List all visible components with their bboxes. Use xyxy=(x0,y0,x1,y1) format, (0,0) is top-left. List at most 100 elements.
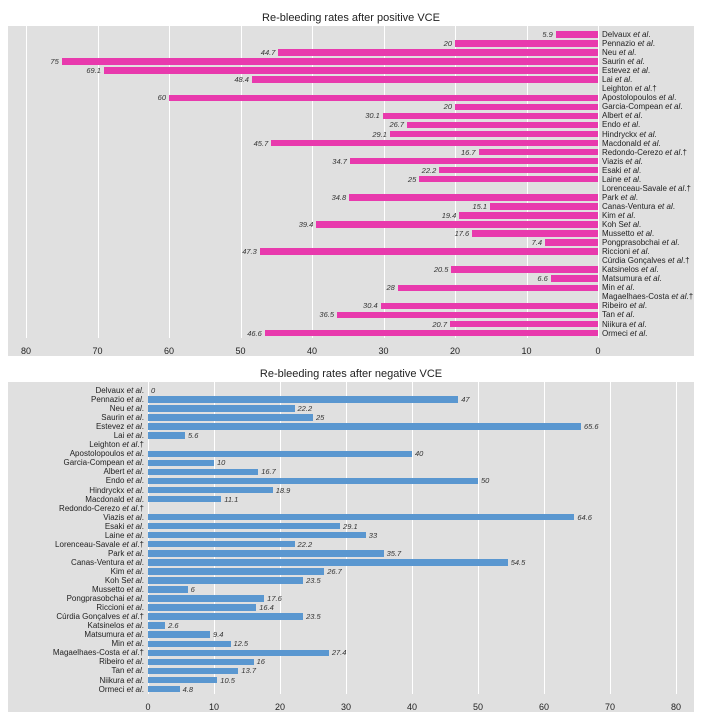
y-axis-label: Laine et al. xyxy=(602,175,641,184)
x-axis-tick-label: 60 xyxy=(164,346,174,356)
y-axis-label: Delvaux et al. xyxy=(10,386,144,395)
bar xyxy=(545,239,598,246)
bar xyxy=(104,67,598,74)
y-axis-label: Garcia-Compean et al. xyxy=(10,458,144,467)
bar xyxy=(148,659,254,666)
bar xyxy=(148,641,231,648)
x-axis-tick-label: 20 xyxy=(450,346,460,356)
y-axis-label: Endo et al. xyxy=(10,476,144,485)
bar xyxy=(148,631,210,638)
bar-value-label: 16.4 xyxy=(259,603,274,612)
bar xyxy=(271,140,598,147)
y-axis-label: Riccioni et al. xyxy=(602,247,650,256)
x-axis-tick-label: 40 xyxy=(407,702,417,712)
y-axis-label: Ribeiro et al. xyxy=(10,657,144,666)
bar-value-label: 25 xyxy=(408,175,416,184)
y-axis-label: Katsinelos et al. xyxy=(602,265,659,274)
bar xyxy=(459,212,598,219)
y-axis-label: Pongprasobchai et al. xyxy=(602,238,679,247)
bar-value-label: 60 xyxy=(158,93,166,102)
bar xyxy=(148,405,295,412)
bar-value-label: 25 xyxy=(316,413,324,422)
bar xyxy=(148,668,238,675)
bar xyxy=(148,650,329,657)
bar xyxy=(337,312,598,319)
bar xyxy=(148,523,340,530)
bar xyxy=(148,559,508,566)
gridline xyxy=(598,26,599,338)
y-axis-label: Mussetto et al. xyxy=(602,229,654,238)
bar xyxy=(148,595,264,602)
bar xyxy=(148,613,303,620)
bar xyxy=(383,113,598,120)
bar-value-label: 54.5 xyxy=(511,558,526,567)
bar-value-label: 47 xyxy=(461,395,469,404)
y-axis-label: Albert et al. xyxy=(10,467,144,476)
bar-value-label: 20 xyxy=(444,39,452,48)
bar xyxy=(450,321,598,328)
bar-value-label: 40 xyxy=(415,449,423,458)
bar xyxy=(556,31,598,38)
bar xyxy=(148,451,412,458)
bar-value-label: 45.7 xyxy=(254,139,269,148)
y-axis-label: Tan et al. xyxy=(10,666,144,675)
y-axis-label: Matsumura et al. xyxy=(602,274,662,283)
y-axis-label: Saurin et al. xyxy=(602,57,645,66)
x-axis-tick-label: 70 xyxy=(605,702,615,712)
y-axis-label: Endo et al. xyxy=(602,120,640,129)
x-axis-tick-label: 80 xyxy=(671,702,681,712)
bar-value-label: 39.4 xyxy=(299,220,314,229)
y-axis-label: Apostolopoulos et al. xyxy=(602,93,676,102)
top-chart-title: Re-bleeding rates after positive VCE xyxy=(8,12,694,24)
bar-value-label: 30.1 xyxy=(365,111,380,120)
y-axis-label: Esaki et al. xyxy=(602,166,641,175)
y-axis-label: Lorenceau-Savale et al.† xyxy=(602,184,691,193)
bar-value-label: 20.5 xyxy=(434,265,449,274)
bar-value-label: 48.4 xyxy=(234,75,249,84)
bar-value-label: 29.1 xyxy=(343,522,358,531)
y-axis-label: Cúrdia Gonçalves et al.† xyxy=(602,256,690,265)
x-axis-tick-label: 30 xyxy=(378,346,388,356)
bar xyxy=(148,423,581,430)
bar-value-label: 7.4 xyxy=(532,238,542,247)
bar-value-label: 5.9 xyxy=(542,30,552,39)
x-axis-tick-label: 50 xyxy=(235,346,245,356)
y-axis-label: Viazis et al. xyxy=(602,157,643,166)
bar-value-label: 47.3 xyxy=(242,247,257,256)
bar xyxy=(479,149,598,156)
x-axis-tick-label: 70 xyxy=(92,346,102,356)
bar-value-label: 33 xyxy=(369,531,377,540)
y-axis-label: Esaki et al. xyxy=(10,522,144,531)
bar xyxy=(148,541,295,548)
bottom-chart-title: Re-bleeding rates after negative VCE xyxy=(8,368,694,380)
bar xyxy=(148,396,458,403)
bar xyxy=(252,76,598,83)
bar xyxy=(148,532,366,539)
x-axis-tick-label: 0 xyxy=(145,702,150,712)
bar xyxy=(419,176,598,183)
bar-value-label: 35.7 xyxy=(387,549,402,558)
bar-value-label: 65.6 xyxy=(584,422,599,431)
y-axis-label: Matsumura et al. xyxy=(10,630,144,639)
bar xyxy=(148,622,165,629)
bar-value-label: 64.6 xyxy=(577,513,592,522)
bar-value-label: 26.7 xyxy=(327,567,342,576)
bar-value-label: 20.7 xyxy=(432,320,447,329)
y-axis-label: Saurin et al. xyxy=(10,413,144,422)
bar xyxy=(265,330,598,337)
bar xyxy=(381,303,598,310)
y-axis-label: Hindryckx et al. xyxy=(10,486,144,495)
bar xyxy=(148,604,256,611)
bar-value-label: 75 xyxy=(50,57,58,66)
bar-value-label: 44.7 xyxy=(261,48,276,57)
bar-value-label: 12.5 xyxy=(234,639,249,648)
bar-value-label: 34.8 xyxy=(332,193,347,202)
bar-value-label: 26.7 xyxy=(390,120,405,129)
y-axis-label: Min et al. xyxy=(602,283,634,292)
y-axis-label: Katsinelos et al. xyxy=(10,621,144,630)
bar-value-label: 27.4 xyxy=(332,648,347,657)
bar-value-label: 17.6 xyxy=(267,594,282,603)
bar-value-label: 4.8 xyxy=(183,685,193,694)
y-axis-label: Cúrdia Gonçalves et al.† xyxy=(10,612,144,621)
y-axis-label: Niikura et al. xyxy=(10,676,144,685)
